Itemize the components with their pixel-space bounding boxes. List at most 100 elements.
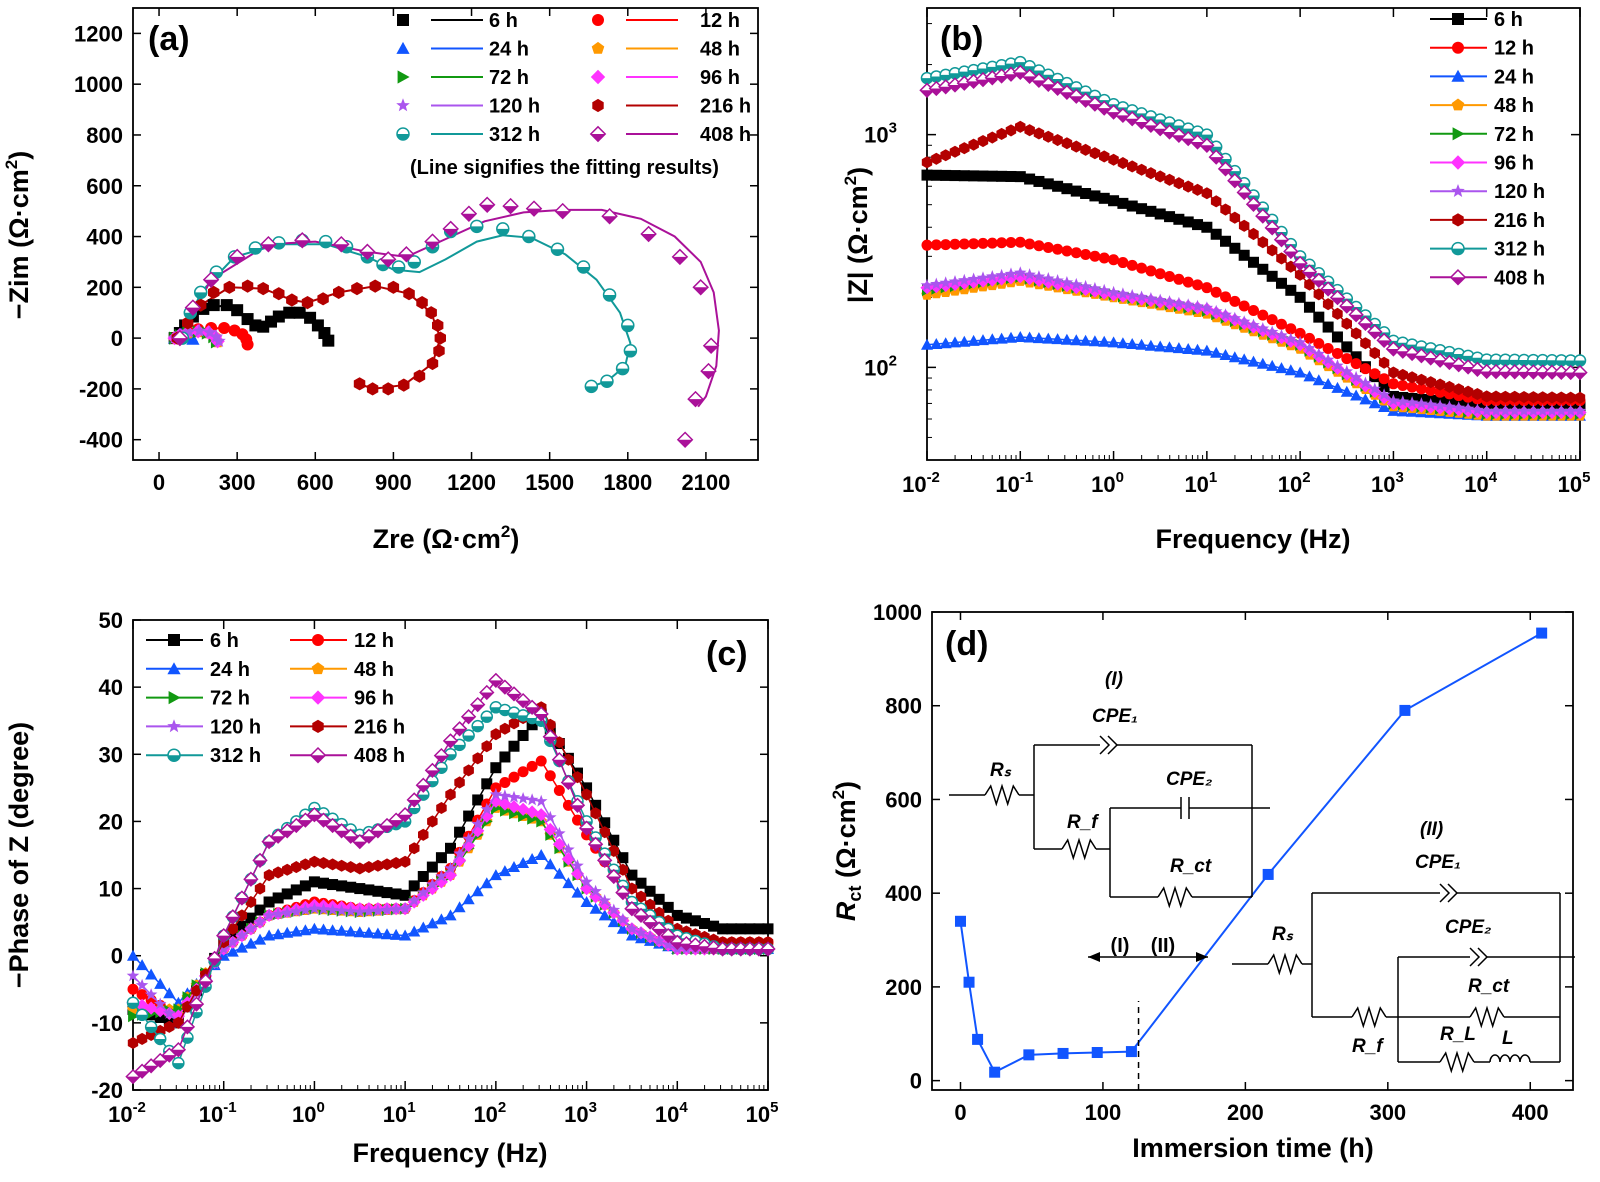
panel-a-point-216h [257,282,269,296]
panel-b-legend-marker [1449,269,1467,286]
panel-a-point-216h [425,306,437,320]
panel-b-point-312h-fill [1518,359,1530,366]
panel-b-point-6h [1070,185,1082,197]
panel-a-ylabel: −Zim (Ω·cm2) [2,151,34,319]
panel-c-point-312h [489,701,503,714]
panel-d-ytick-label: 800 [885,694,922,719]
panel-b-point-24h [1210,346,1223,358]
panel-b-point-216h [1518,391,1530,404]
panel-b-point-6h [1117,197,1129,209]
panel-b-point-24h [1023,331,1036,343]
panel-c-point-6h [526,719,538,731]
panel-b-point-312h [1004,57,1018,70]
panel-b-point-408h-fill [967,81,981,88]
panel-c-point-96h [516,802,530,816]
panel-a-legend-marker [591,41,605,54]
panel-b-point-120h [930,277,943,290]
panel-c-point-24h [498,865,511,877]
panel-c-point-120h [335,904,348,917]
panel-b-legend-marker-fill [1450,277,1466,285]
panel-b-point-6h [996,170,1008,182]
panel-b-point-216h [1434,378,1446,391]
panel-c-point-408h [306,807,323,823]
panel-c-point-216h [590,807,601,820]
panel-c-point-216h [309,855,320,868]
panel-b-point-216h [1472,388,1483,401]
panel-b-point-312h-fill [1555,360,1567,366]
panel-c-point-216h [481,740,492,753]
panel-c-point-216h [272,866,284,879]
panel-c-point-408h-fill [271,836,285,843]
panel-a-ytick-label: 0 [111,326,123,351]
panel-c-point-216h [563,753,574,766]
panel-b-point-408h-fill [1181,138,1195,146]
panel-b-point-120h [920,278,934,291]
panel-c-point-408h [361,828,377,844]
panel-a-point-408h-fill [703,345,719,353]
panel-b-point-96h [976,274,990,288]
panel-c-point-120h [280,906,294,919]
panel-b-point-12h [1397,379,1409,391]
panel-c-point-408h [333,823,350,839]
panel-c-point-408h-fill [616,892,630,900]
panel-a-point-408h [554,202,571,220]
panel-b-point-12h [1220,291,1232,303]
panel-c-point-6h [426,861,438,873]
panel-b-legend-marker [1451,69,1465,82]
panel-b-point-24h [1256,357,1269,369]
panel-b-point-12h [1238,300,1250,312]
panel-c-point-120h [435,869,448,882]
panel-b-point-408h [1376,332,1392,349]
panel-b-point-12h [1145,265,1157,277]
panel-a-point-6h [283,306,296,319]
panel-b-point-12h [1117,257,1129,269]
panel-b-point-12h [1415,383,1427,395]
panel-b-point-12h [1229,295,1241,307]
panel-c-point-408h-fill [453,728,467,736]
panel-b-point-120h [1536,404,1549,417]
panel-c-point-24h [417,921,430,933]
panel-c-point-6h [499,751,511,763]
panel-b-point-120h [948,275,962,287]
panel-b-point-6h [1341,341,1353,353]
panel-b-point-216h [1099,150,1110,163]
panel-b-point-96h [985,273,999,287]
panel-a-point-312h-fill [522,236,535,243]
panel-c-point-408h [261,833,277,850]
panel-c-ytick-label: -10 [91,1011,123,1036]
panel-c-point-24h [281,926,294,938]
panel-b-point-216h [1005,124,1017,137]
panel-b-legend-marker [1450,155,1466,170]
panel-b-point-120h [1331,359,1344,371]
panel-c-point-120h [144,988,158,1000]
panel-a-point-24h [186,332,200,345]
panel-a-point-312h [522,229,536,244]
panel-c-point-408h-fill [199,981,213,988]
panel-d-ytick-label: 1000 [873,600,922,625]
panel-b-point-312h-fill [940,74,952,81]
panel-a-point-408h [478,196,496,214]
panel-b-point-216h [1416,373,1427,386]
panel-b-point-216h [1341,317,1352,330]
panel-b-point-216h [921,156,933,169]
panel-b-point-120h [1508,404,1521,417]
panel-a-point-408h [333,235,350,253]
panel-c-point-120h [534,794,548,807]
panel-b-legend-marker [1452,41,1464,54]
panel-b-point-408h-fill [1162,132,1177,139]
panel-b-point-24h [1144,339,1157,351]
panel-b-point-408h [1012,64,1028,81]
panel-c-point-24h [580,896,593,907]
panel-b-point-120h [1126,288,1139,301]
circuit-I-rs-resistor [984,783,1020,807]
panel-c-point-120h [616,912,630,925]
panel-b-point-216h [1406,371,1418,384]
panel-c-point-6h [463,810,475,822]
panel-b-point-312h-fill [949,73,961,79]
panel-b-point-216h [1071,140,1082,153]
panel-b-point-408h-fill [1246,204,1261,211]
panel-b-point-120h [1573,404,1587,417]
panel-c-legend-label: 48 h [354,659,394,681]
panel-b-point-312h-fill [1490,359,1502,366]
panel-b-point-12h [1257,309,1269,321]
